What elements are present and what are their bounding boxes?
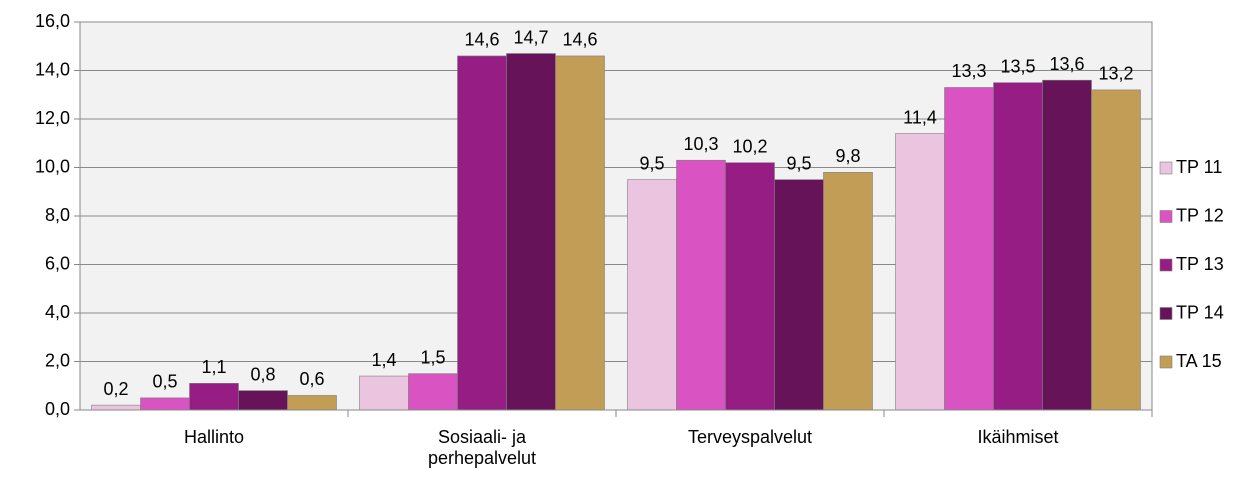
legend-label: TP 13 <box>1176 254 1224 274</box>
data-label: 0,8 <box>250 364 275 384</box>
legend-swatch <box>1159 258 1173 272</box>
legend-swatch <box>1159 355 1173 369</box>
data-label: 9,5 <box>639 153 664 173</box>
bar <box>823 172 873 411</box>
bar <box>895 133 945 411</box>
y-tick-label: 8,0 <box>45 205 70 225</box>
legend-label: TP 12 <box>1176 205 1224 225</box>
bar <box>238 390 288 411</box>
bar <box>944 87 994 411</box>
data-label: 10,2 <box>732 136 767 156</box>
bar <box>1091 89 1141 411</box>
data-label: 14,6 <box>464 30 499 50</box>
y-tick-label: 10,0 <box>35 156 70 176</box>
data-label: 0,2 <box>103 379 128 399</box>
bar <box>725 162 775 411</box>
data-label: 1,1 <box>201 357 226 377</box>
legend-swatch <box>1159 210 1173 223</box>
data-label: 9,8 <box>835 146 860 166</box>
data-label: 14,6 <box>562 30 597 50</box>
x-tick-label: Ikäihmiset <box>977 427 1059 447</box>
data-label: 13,5 <box>1000 56 1035 76</box>
bar <box>774 179 824 411</box>
bar <box>1042 79 1092 411</box>
data-label: 13,6 <box>1049 54 1084 74</box>
data-label: 9,5 <box>786 153 811 173</box>
data-label: 11,4 <box>903 107 937 127</box>
bar <box>140 397 190 411</box>
x-tick-label: Sosiaali- ja perhepalvelut <box>427 427 537 468</box>
data-label: 14,7 <box>513 27 548 47</box>
bar <box>506 53 556 411</box>
x-tick-label: Hallinto <box>183 427 245 447</box>
bar <box>555 55 605 411</box>
bar <box>287 395 337 411</box>
legend-label: TA 15 <box>1176 351 1222 371</box>
bar <box>408 373 458 411</box>
data-label: 13,2 <box>1098 64 1133 84</box>
data-label: 13,3 <box>951 61 986 81</box>
bar <box>91 404 141 411</box>
legend-swatch <box>1159 307 1173 320</box>
y-tick-label: 0,0 <box>45 399 70 419</box>
legend-label: TP 11 <box>1176 157 1222 177</box>
bar <box>993 82 1043 411</box>
bar <box>189 383 239 411</box>
bar <box>457 55 507 411</box>
data-label: 1,4 <box>371 350 396 370</box>
bar <box>676 159 726 411</box>
legend-label: TP 14 <box>1176 302 1224 322</box>
data-label: 1,5 <box>420 347 445 367</box>
x-tick-label: Terveyspalvelut <box>687 427 813 447</box>
y-tick-label: 6,0 <box>45 253 70 273</box>
data-label: 10,3 <box>683 134 718 154</box>
data-label: 0,6 <box>299 369 324 389</box>
y-tick-label: 16,0 <box>35 11 70 31</box>
bar <box>627 179 677 411</box>
y-tick-label: 12,0 <box>35 108 70 128</box>
y-tick-label: 14,0 <box>35 59 70 79</box>
y-tick-label: 4,0 <box>45 302 70 322</box>
data-label: 0,5 <box>152 372 177 392</box>
bar <box>359 375 409 411</box>
legend-swatch <box>1159 161 1173 175</box>
y-tick-label: 2,0 <box>45 350 70 370</box>
